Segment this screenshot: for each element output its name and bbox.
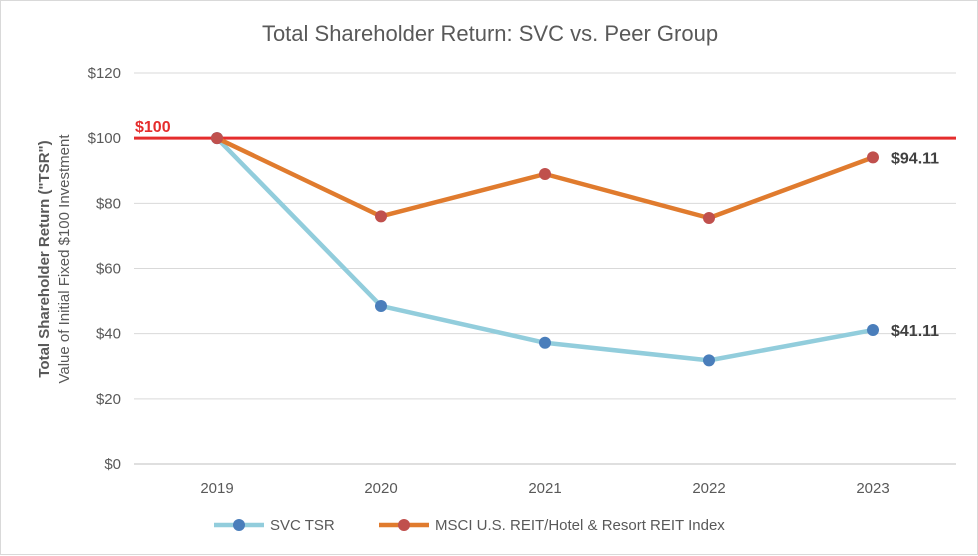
data-point (211, 132, 223, 145)
x-tick-label: 2020 (364, 480, 397, 497)
end-value-label: $94.11 (891, 150, 939, 167)
x-tick-labels: 2019 2020 2021 2022 2023 (200, 480, 889, 497)
end-value-label: $41.11 (891, 323, 939, 340)
legend-swatch-marker (233, 519, 245, 531)
data-point (539, 168, 551, 181)
y-tick-label: $20 (96, 391, 121, 408)
x-tick-label: 2023 (856, 480, 889, 497)
legend: SVC TSR MSCI U.S. REIT/Hotel & Resort REI… (214, 517, 725, 534)
gridlines (134, 72, 956, 465)
legend-swatch-marker (398, 519, 410, 531)
y-tick-label: $120 (88, 65, 121, 82)
data-point (867, 151, 879, 164)
y-tick-label: $40 (96, 326, 121, 343)
data-point (539, 336, 551, 349)
chart-title: Total Shareholder Return: SVC vs. Peer G… (262, 21, 718, 46)
y-tick-label: $0 (104, 456, 121, 473)
reference-line-label: $100 (135, 119, 171, 136)
data-point (703, 354, 715, 367)
data-point (375, 210, 387, 223)
x-tick-label: 2022 (692, 480, 725, 497)
y-tick-labels: $0 $20 $40 $60 $80 $100 $120 (88, 65, 121, 473)
y-axis-title: Total Shareholder Return ("TSR") (36, 140, 53, 377)
y-tick-label: $80 (96, 195, 121, 212)
reference-line-group: $100 (134, 119, 956, 140)
data-point (867, 324, 879, 337)
data-point (703, 211, 715, 224)
y-tick-label: $100 (88, 130, 121, 147)
legend-label: SVC TSR (270, 517, 335, 534)
y-axis-subtitle: Value of Initial Fixed $100 Investment (56, 134, 73, 384)
legend-label: MSCI U.S. REIT/Hotel & Resort REIT Index (435, 517, 725, 534)
x-tick-label: 2021 (528, 480, 561, 497)
x-tick-label: 2019 (200, 480, 233, 497)
series-group: $41.11 $94.11 (211, 132, 939, 367)
data-point (375, 299, 387, 312)
y-tick-label: $60 (96, 261, 121, 278)
